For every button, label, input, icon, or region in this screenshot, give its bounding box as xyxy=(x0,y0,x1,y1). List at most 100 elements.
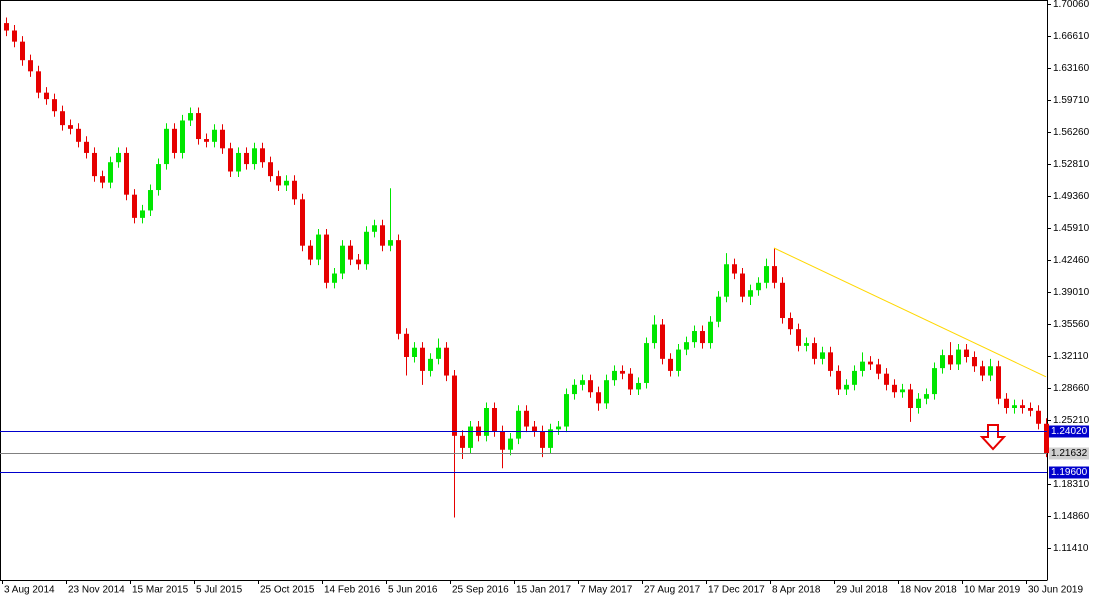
candle-body xyxy=(636,382,641,390)
candle-body xyxy=(292,180,297,200)
candle-body xyxy=(780,282,785,319)
candle-body xyxy=(940,355,945,369)
candle-body xyxy=(308,245,313,260)
x-tick-label: 3 Aug 2014 xyxy=(4,585,55,596)
level-label-box xyxy=(1049,447,1089,460)
candle-body xyxy=(556,426,561,430)
candle-body xyxy=(948,355,953,365)
candle-body xyxy=(716,296,721,322)
level-label-box xyxy=(1049,425,1089,438)
candle-body xyxy=(436,347,441,359)
level-label-box xyxy=(1049,466,1089,479)
candle-body xyxy=(876,364,881,374)
candle-body xyxy=(900,389,905,393)
candle-body xyxy=(988,366,993,376)
candle-body xyxy=(276,176,281,186)
candle-body xyxy=(772,266,777,283)
x-tick-label: 5 Jul 2015 xyxy=(196,585,243,596)
candle-body xyxy=(916,398,921,409)
candle-body xyxy=(804,343,809,346)
candle-body xyxy=(332,273,337,283)
candle-body xyxy=(1044,423,1049,454)
candle-body xyxy=(52,99,57,112)
y-tick-label: 1.66610 xyxy=(1053,31,1090,42)
x-tick-label: 18 Nov 2018 xyxy=(900,585,957,596)
candle-body xyxy=(604,380,609,404)
candle-body xyxy=(108,162,113,183)
candle-body xyxy=(12,30,17,42)
candle-body xyxy=(148,190,153,211)
x-tick-label: 25 Sep 2016 xyxy=(452,585,509,596)
candle-body xyxy=(468,426,473,448)
candle-body xyxy=(820,352,825,359)
candle-body xyxy=(188,113,193,121)
candle-body xyxy=(500,431,505,450)
y-tick-label: 1.70060 xyxy=(1053,0,1090,10)
down-arrow xyxy=(979,424,1007,451)
trendline xyxy=(773,247,1047,378)
candle-body xyxy=(708,321,713,344)
x-tick-label: 5 Jun 2016 xyxy=(388,585,438,596)
candle-body xyxy=(380,225,385,246)
candle-body xyxy=(228,148,233,172)
y-tick-label: 1.14860 xyxy=(1053,511,1090,522)
candle-body xyxy=(20,41,25,61)
candle-body xyxy=(932,368,937,395)
candle-body xyxy=(492,408,497,432)
candle-body xyxy=(92,152,97,177)
candle-body xyxy=(812,343,817,359)
candle-body xyxy=(908,389,913,409)
y-tick-label: 1.49360 xyxy=(1053,191,1090,202)
y-tick-label: 1.28660 xyxy=(1053,383,1090,394)
candle-body xyxy=(884,373,889,385)
candle-body xyxy=(524,410,529,427)
candle-body xyxy=(724,264,729,297)
candle-body xyxy=(164,128,169,165)
x-tick-label: 14 Feb 2016 xyxy=(324,585,381,596)
x-tick-label: 29 Jul 2018 xyxy=(836,585,888,596)
candle-body xyxy=(4,23,9,31)
x-tick-label: 15 Jan 2017 xyxy=(516,585,571,596)
candle-body xyxy=(844,384,849,390)
candle-body xyxy=(852,370,857,385)
candle-body xyxy=(788,318,793,330)
candle-body xyxy=(1004,398,1009,409)
candle-body xyxy=(388,240,393,246)
candle-body xyxy=(628,373,633,390)
candle-body xyxy=(1020,405,1025,409)
candle-body xyxy=(236,152,241,172)
candle-body xyxy=(156,164,161,191)
candle-body xyxy=(420,347,425,371)
candle-body xyxy=(348,245,353,260)
candle-body xyxy=(684,342,689,350)
candle-body xyxy=(612,370,617,381)
candle-body xyxy=(532,426,537,432)
candle-body xyxy=(1028,408,1033,411)
candle-body xyxy=(452,375,457,436)
candle-body xyxy=(372,225,377,232)
candle-body xyxy=(260,148,265,163)
candle-body xyxy=(660,324,665,359)
candle-body xyxy=(404,333,409,357)
y-tick-label: 1.25210 xyxy=(1053,415,1090,426)
candle-body xyxy=(892,384,897,393)
y-tick-label: 1.35560 xyxy=(1053,319,1090,330)
y-tick-label: 1.39010 xyxy=(1053,287,1090,298)
candle-body xyxy=(756,282,761,291)
candle-body xyxy=(252,148,257,165)
candle-body xyxy=(68,125,73,129)
y-tick-label: 1.18310 xyxy=(1053,479,1090,490)
x-tick-label: 10 Mar 2019 xyxy=(964,585,1021,596)
candle-body xyxy=(28,60,33,72)
candle-body xyxy=(428,358,433,371)
candle-body xyxy=(196,113,201,140)
candle-body xyxy=(36,71,41,93)
x-tick-label: 17 Dec 2017 xyxy=(708,585,765,596)
candle-body xyxy=(836,370,841,390)
candle-body xyxy=(76,128,81,142)
candle-body xyxy=(964,349,969,357)
x-tick-label: 15 Mar 2015 xyxy=(132,585,189,596)
candle-body xyxy=(980,366,985,376)
